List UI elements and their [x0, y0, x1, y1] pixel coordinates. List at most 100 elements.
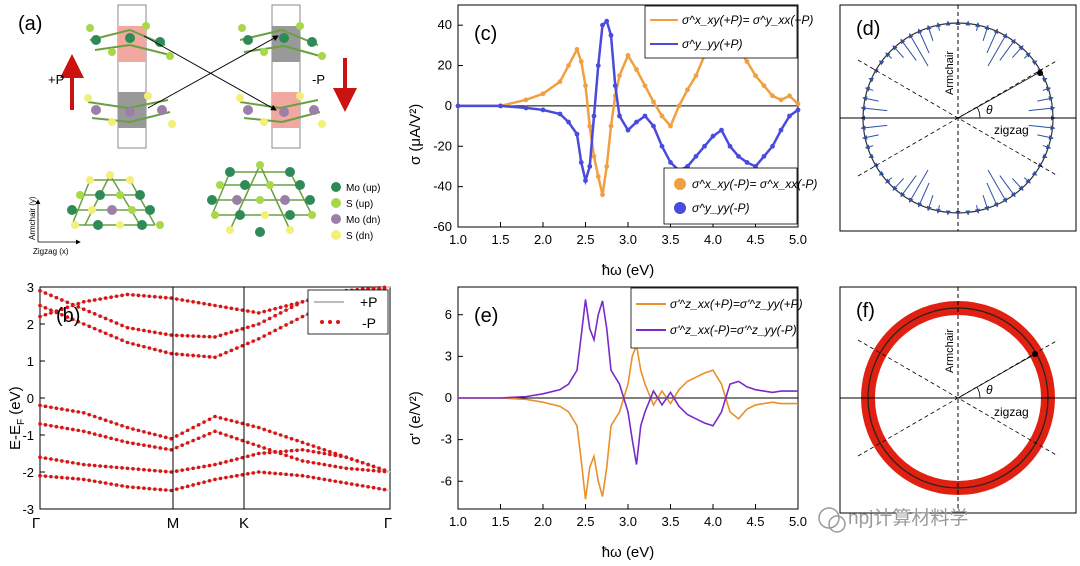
band-point	[60, 407, 64, 411]
band-point	[240, 438, 245, 443]
band-point	[289, 448, 294, 453]
band-point	[76, 301, 81, 306]
band-point	[240, 308, 245, 312]
band-point	[224, 350, 228, 355]
band-point	[98, 480, 102, 484]
data-point	[604, 18, 610, 24]
band-point	[284, 308, 288, 312]
legend-minus-p: -P	[362, 315, 376, 331]
data-point	[744, 160, 750, 165]
theta-ray-d	[957, 71, 1041, 119]
data-point	[778, 97, 784, 103]
band-point	[103, 435, 108, 439]
kpoint-gamma-end: Γ	[384, 515, 392, 532]
band-point	[81, 462, 86, 467]
band-point	[256, 451, 261, 456]
band-point	[136, 428, 141, 433]
band-point	[213, 462, 217, 467]
band-point	[284, 323, 288, 327]
band-point	[136, 485, 141, 490]
data-point	[727, 143, 733, 149]
series-line-0	[458, 342, 798, 500]
legend-c-plus-orange: σ^x_xy(+P)= σ^y_xx(+P)	[682, 13, 813, 27]
band-point	[278, 305, 283, 310]
band-point	[43, 423, 48, 427]
data-point	[651, 99, 656, 105]
band-point	[76, 477, 81, 481]
band-point	[169, 436, 174, 441]
band-point	[120, 466, 124, 470]
x-tick-label: 3.5	[661, 514, 679, 529]
theta-marker-d	[1037, 70, 1043, 76]
band-point	[180, 352, 184, 357]
band-point	[174, 352, 179, 356]
band-point	[125, 340, 130, 345]
band-point	[240, 327, 245, 331]
data-point	[523, 97, 529, 103]
band-point	[103, 296, 108, 300]
band-point	[267, 471, 272, 475]
legend-c-minus-blue-dot	[674, 202, 686, 214]
band-point	[196, 300, 201, 305]
x-tick-label: 5.0	[789, 232, 807, 247]
band-point	[65, 300, 70, 305]
legend-s-dn: S (dn)	[346, 231, 373, 242]
band-point	[109, 295, 113, 299]
band-point	[213, 429, 217, 434]
band-point	[300, 314, 305, 319]
band-point	[114, 336, 119, 340]
polarization-arrow-icon	[917, 28, 930, 54]
band-point	[125, 425, 130, 430]
band-point	[87, 463, 92, 467]
band-point	[262, 451, 267, 455]
band-point	[207, 334, 212, 339]
y-tick-label: 3	[445, 348, 452, 363]
band-point	[360, 467, 365, 472]
band-point	[38, 303, 42, 308]
data-point	[651, 123, 656, 129]
band-point	[311, 444, 316, 448]
data-point	[642, 83, 648, 89]
band-point	[87, 478, 92, 483]
x-tick-label: 2.0	[534, 232, 552, 247]
x-tick-label: 2.0	[534, 514, 552, 529]
band-point	[158, 487, 163, 492]
x-tick-label: 2.5	[576, 514, 594, 529]
band-point	[180, 431, 184, 435]
band-point	[169, 488, 174, 493]
band-point	[218, 461, 223, 466]
band-point	[180, 333, 184, 338]
data-point	[523, 105, 529, 111]
band-point	[147, 486, 152, 491]
chart-c-legend-top: σ^x_xy(+P)= σ^y_xx(+P) σ^y_yy(+P)	[644, 5, 813, 59]
band-point	[328, 478, 332, 483]
band-point	[98, 297, 102, 301]
x-tick-label: 3.5	[661, 232, 679, 247]
band-point	[300, 459, 305, 463]
band-point	[207, 302, 212, 307]
band-point	[240, 472, 245, 477]
band-point	[103, 418, 108, 423]
panel-e: 1.0 1.5 2.0 2.5 3.0 3.5 4.0 4.5 5.0 -6 -3 0 3 6 (e) σ…	[407, 286, 807, 561]
band-point	[76, 410, 81, 414]
band-point	[81, 477, 86, 482]
legend-mo-dn: Mo (dn)	[346, 215, 380, 226]
band-point	[125, 485, 130, 489]
band-point	[328, 463, 332, 468]
panel-f-label: (f)	[856, 300, 875, 322]
band-point	[191, 425, 195, 430]
band-point	[43, 291, 48, 295]
band-point	[235, 307, 239, 312]
band-point	[218, 431, 223, 435]
polarization-arrow-icon	[864, 86, 874, 92]
band-point	[142, 293, 146, 298]
band-point	[278, 433, 283, 437]
band-point	[136, 293, 141, 298]
data-point	[583, 178, 588, 183]
band-point	[366, 485, 370, 489]
band-point	[311, 460, 316, 465]
band-point	[76, 461, 81, 466]
band-point	[38, 473, 42, 478]
band-point	[251, 323, 256, 328]
polarization-arrow-icon	[873, 69, 879, 74]
